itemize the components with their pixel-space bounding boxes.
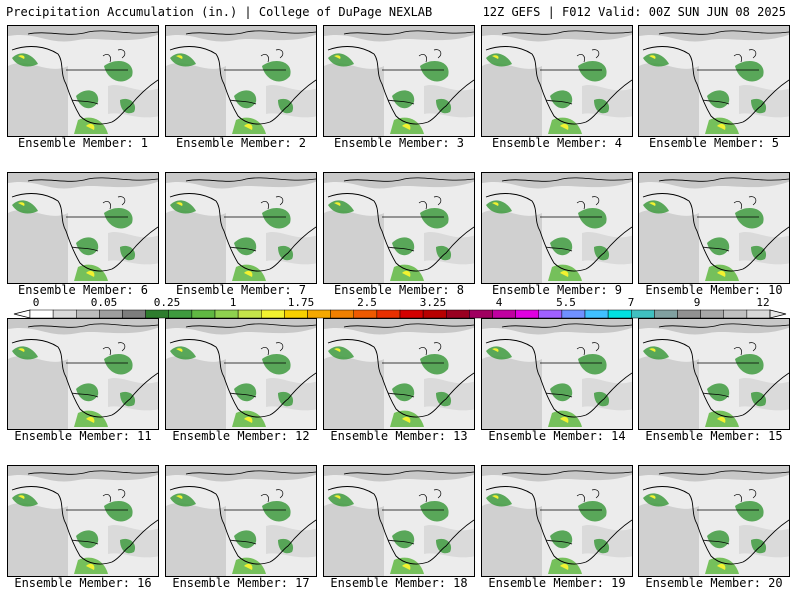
- colorbar-tick-label: 12: [756, 296, 769, 309]
- ensemble-member-label: Ensemble Member: 14: [488, 429, 626, 443]
- ensemble-member-map: [323, 25, 475, 137]
- ensemble-member-map: [481, 465, 633, 577]
- ensemble-member-label: Ensemble Member: 3: [333, 136, 465, 150]
- colorbar-swatch: [145, 309, 169, 319]
- colorbar-tick-label: 4: [496, 296, 503, 309]
- ensemble-member-label: Ensemble Member: 8: [333, 283, 465, 297]
- ensemble-member-map: [165, 465, 317, 577]
- ensemble-member-label: Ensemble Member: 17: [172, 576, 310, 590]
- colorbar-swatch: [122, 309, 146, 319]
- colorbar-swatch: [399, 309, 424, 319]
- colorbar-swatch: [538, 309, 563, 319]
- colorbar-tick-label: 0.25: [154, 296, 181, 309]
- ensemble-member-label: Ensemble Member: 20: [645, 576, 783, 590]
- colorbar-tick-label: 3.25: [420, 296, 447, 309]
- colorbar-swatch: [261, 309, 285, 319]
- colorbar-swatch: [307, 309, 331, 319]
- colorbar-swatch: [515, 309, 539, 319]
- colorbar-swatch: [191, 309, 216, 319]
- ensemble-member-map: [7, 25, 159, 137]
- colorbar-swatch: [607, 309, 632, 319]
- colorbar-swatch: [561, 309, 586, 319]
- colorbar-swatch: [446, 309, 470, 319]
- colorbar-tick-label: 1: [230, 296, 237, 309]
- ensemble-member-label: Ensemble Member: 18: [330, 576, 468, 590]
- ensemble-member-label: Ensemble Member: 12: [172, 429, 310, 443]
- colorbar-swatch: [723, 309, 748, 319]
- ensemble-member-map: [481, 318, 633, 430]
- ensemble-member-label: Ensemble Member: 6: [17, 283, 149, 297]
- ensemble-member-label: Ensemble Member: 16: [14, 576, 152, 590]
- ensemble-member-map: [165, 318, 317, 430]
- colorbar-swatch: [469, 309, 493, 319]
- colorbar-tick-label: 9: [694, 296, 701, 309]
- colorbar-tick-label: 5.5: [556, 296, 576, 309]
- colorbar-swatch: [746, 309, 771, 319]
- ensemble-member-map: [7, 465, 159, 577]
- colorbar-swatch: [99, 309, 123, 319]
- colorbar-swatch: [677, 309, 701, 319]
- run-valid-time: 12Z GEFS | F012 Valid: 00Z SUN JUN 08 20…: [482, 5, 786, 19]
- precipitation-colorbar: 0 0.05 0.25 1 1.75 2.5 3.25 4 5.5 7 9 12: [13, 296, 787, 319]
- ensemble-member-map: [638, 465, 790, 577]
- ensemble-member-map: [323, 465, 475, 577]
- colorbar-swatch: [168, 309, 193, 319]
- colorbar-swatch: [376, 309, 401, 319]
- ensemble-member-label: Ensemble Member: 15: [645, 429, 783, 443]
- ensemble-member-label: Ensemble Member: 11: [14, 429, 152, 443]
- colorbar-swatch: [492, 309, 516, 319]
- colorbar-tick-label: 2.5: [357, 296, 377, 309]
- ensemble-member-map: [638, 172, 790, 284]
- colorbar-swatch: [284, 309, 308, 319]
- colorbar-swatch: [584, 309, 609, 319]
- colorbar-tick-label: 0: [33, 296, 40, 309]
- ensemble-member-map: [165, 25, 317, 137]
- colorbar-tick-label: 0.05: [91, 296, 118, 309]
- colorbar-swatch: [330, 309, 354, 319]
- ensemble-member-label: Ensemble Member: 1: [17, 136, 149, 150]
- ensemble-member-label: Ensemble Member: 5: [648, 136, 780, 150]
- colorbar-swatch: [353, 309, 378, 319]
- ensemble-member-label: Ensemble Member: 13: [330, 429, 468, 443]
- colorbar-swatch: [654, 309, 678, 319]
- ensemble-member-label: Ensemble Member: 9: [491, 283, 623, 297]
- colorbar-swatch: [422, 309, 447, 319]
- ensemble-member-map: [481, 172, 633, 284]
- colorbar-swatch: [237, 309, 262, 319]
- ensemble-member-map: [481, 25, 633, 137]
- colorbar-right-arrow: [769, 309, 787, 319]
- ensemble-member-label: Ensemble Member: 7: [175, 283, 307, 297]
- colorbar-tick-label: 7: [628, 296, 635, 309]
- colorbar-tick-label: 1.75: [288, 296, 315, 309]
- ensemble-member-map: [165, 172, 317, 284]
- ensemble-member-label: Ensemble Member: 4: [491, 136, 623, 150]
- ensemble-member-label: Ensemble Member: 10: [645, 283, 783, 297]
- ensemble-member-map: [323, 172, 475, 284]
- ensemble-member-map: [7, 172, 159, 284]
- ensemble-member-map: [638, 25, 790, 137]
- map-title: Precipitation Accumulation (in.) | Colle…: [6, 5, 433, 19]
- ensemble-member-label: Ensemble Member: 19: [488, 576, 626, 590]
- colorbar-swatch: [214, 309, 239, 319]
- ensemble-member-map: [638, 318, 790, 430]
- colorbar-swatch: [76, 309, 100, 319]
- ensemble-member-map: [323, 318, 475, 430]
- colorbar-left-arrow: [13, 309, 31, 319]
- ensemble-member-map: [7, 318, 159, 430]
- ensemble-member-label: Ensemble Member: 2: [175, 136, 307, 150]
- colorbar-swatch: [700, 309, 724, 319]
- colorbar-swatch: [52, 309, 77, 319]
- colorbar-swatch: [631, 309, 655, 319]
- colorbar-swatch: [29, 309, 54, 319]
